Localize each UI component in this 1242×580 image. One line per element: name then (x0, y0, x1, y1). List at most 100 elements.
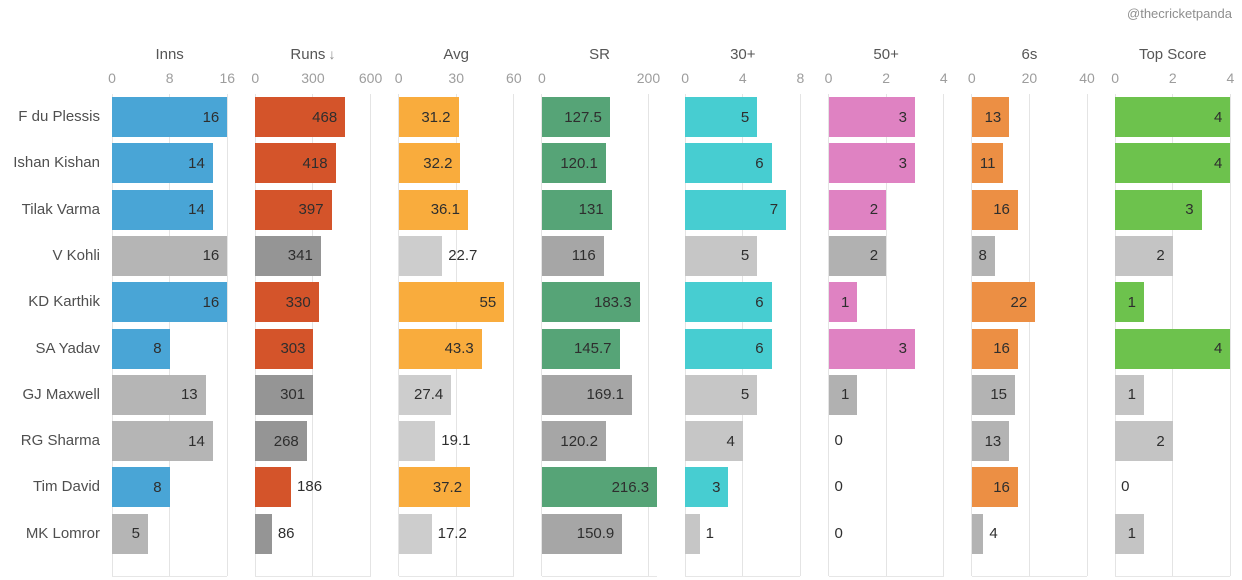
bar-value-label: 7 (769, 201, 779, 219)
column-title: Inns (155, 46, 184, 63)
bar-value-label: 127.5 (564, 108, 602, 126)
column-title: SR (589, 46, 610, 63)
bar-sixes: 22 (971, 282, 1036, 323)
column-header-sr: SR (542, 46, 657, 63)
bar-runs: 468 (255, 97, 346, 137)
bar-row: 6 (685, 282, 800, 323)
stat-column-sixes: 6s 0 20 40 13 11 16 8 22 16 15 13 16 4 (968, 0, 1095, 580)
bar-row: 14 (112, 189, 227, 230)
bar-fifty_plus: 3 (828, 328, 915, 369)
column-header-avg: Avg (399, 46, 514, 63)
bar-top_score: 3 (1115, 189, 1202, 230)
bar-runs: 301 (255, 374, 314, 415)
panel-plot-area: 5 6 7 5 6 6 5 4 3 1 (684, 94, 801, 577)
axis-tick-label: 0 (394, 70, 403, 86)
bar-avg: 37.2 (398, 467, 471, 508)
sort-descending-icon: ↓ (328, 46, 336, 62)
bar-value-label: 186 (297, 478, 323, 496)
bar-sr: 116 (541, 235, 604, 276)
axis-thirty_plus: 0 4 8 (681, 70, 804, 88)
bar-row: 301 (255, 374, 370, 415)
bar-value-label: 5 (131, 525, 141, 543)
column-title: 6s (1021, 46, 1038, 63)
bar-avg: 31.2 (398, 97, 459, 137)
axis-tick-label: 4 (1226, 70, 1235, 86)
player-label: Tim David (33, 478, 100, 496)
bar-avg: 32.2 (398, 143, 461, 184)
bar-sr: 120.1 (541, 143, 606, 184)
bar-value-label: 17.2 (437, 524, 467, 542)
bar-value-label: 6 (755, 154, 764, 172)
bar-fifty_plus: 2 (828, 235, 887, 276)
bar-row: 13 (971, 97, 1087, 137)
bar-thirty_plus: 6 (685, 328, 772, 369)
axis-sr: 0 200 (538, 70, 660, 88)
bar-value-label: 216.3 (611, 478, 650, 496)
bar-value-label: 341 (287, 247, 313, 265)
bar-row: 8 (112, 467, 227, 508)
bar-value-label: 43.3 (444, 340, 474, 357)
bar-value-label: 0 (834, 432, 843, 450)
bar-sr: 216.3 (541, 467, 658, 508)
axis-tick-label: 0 (108, 70, 116, 86)
player-label: GJ Maxwell (22, 385, 100, 403)
axis-tick-label: 8 (165, 70, 174, 86)
bar-row: 14 (112, 421, 227, 462)
bar-inns: 8 (112, 467, 170, 508)
bar-row: 341 (255, 235, 370, 276)
bar-value-label: 3 (898, 154, 907, 172)
bar-row: 16 (112, 282, 228, 323)
bar-value-label: 145.7 (573, 340, 612, 357)
bar-sr: 145.7 (541, 328, 620, 369)
bar-value-label: 0 (834, 524, 843, 542)
bar-value-label: 16 (993, 478, 1010, 496)
bar-row: 4 (971, 513, 1087, 554)
bar-row: 22 (971, 282, 1087, 323)
bar-row: 4 (685, 421, 800, 462)
bar-row: 4 (1115, 143, 1231, 184)
bar-row: 19.1 (398, 421, 514, 462)
bar-value-label: 15 (990, 386, 1008, 404)
bar-inns: 14 (112, 143, 213, 184)
stat-column-runs: Runs ↓ 0 300 600 468 418 397 341 330 303 301 268 186 8… (251, 0, 382, 580)
axis-runs: 0 300 600 (251, 70, 382, 88)
bar-value-label: 183.3 (594, 293, 632, 311)
bar-row: 1 (1115, 374, 1230, 415)
bar-inns: 8 (112, 328, 170, 369)
axis-tick-label: 0 (537, 70, 546, 86)
axis-tick-label: 16 (219, 70, 236, 86)
stat-column-avg: Avg 0 30 60 31.2 32.2 36.1 22.7 55 43.3 27.4 19.1 37… (395, 0, 522, 580)
bar-value-label: 268 (273, 432, 299, 450)
bar-value-label: 4 (989, 524, 998, 542)
bar-value-label: 418 (302, 154, 328, 172)
bar-value-label: 27.4 (414, 386, 444, 404)
bar-runs: 330 (255, 282, 319, 323)
bar-avg: 27.4 (398, 374, 452, 415)
axis-top_score: 0 2 4 (1111, 70, 1234, 88)
bar-value-label: 8 (153, 478, 162, 496)
bar-thirty_plus (685, 513, 700, 554)
bar-thirty_plus: 4 (685, 421, 743, 462)
bar-row: 120.1 (541, 143, 657, 184)
bar-value-label: 16 (993, 340, 1010, 357)
bar-row: 3 (1115, 189, 1230, 230)
bar-row: 11 (971, 143, 1087, 184)
stat-column-fifty_plus: 50+ 0 2 4 3 3 2 2 1 3 1 0 0 0 (825, 0, 948, 580)
bar-value-label: 16 (202, 108, 220, 126)
bar-row: 169.1 (541, 374, 657, 415)
player-label: SA Yadav (35, 339, 101, 357)
axis-tick-label: 300 (301, 70, 325, 86)
player-label: V Kohli (52, 246, 100, 264)
player-label: Ishan Kishan (13, 154, 100, 172)
bar-top_score: 4 (1115, 328, 1231, 369)
bar-sixes: 16 (971, 189, 1018, 230)
bar-sr: 183.3 (541, 282, 640, 323)
gridline (226, 94, 228, 576)
bar-value-label: 1 (1127, 293, 1136, 311)
bar-value-label: 31.2 (421, 108, 451, 126)
bar-row: 0 (1115, 467, 1230, 507)
bar-thirty_plus: 3 (685, 467, 729, 508)
bar-row: 330 (255, 282, 370, 323)
axis-fifty_plus: 0 2 4 (825, 70, 948, 88)
